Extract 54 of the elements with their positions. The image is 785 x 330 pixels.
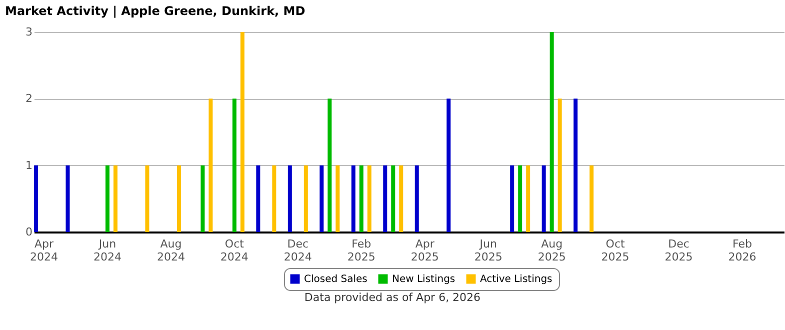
x-tick-label: Jun 2024	[93, 238, 122, 264]
bar	[145, 165, 150, 232]
bar	[367, 165, 372, 232]
bar	[66, 165, 70, 232]
bar	[550, 32, 554, 232]
bar	[176, 165, 181, 232]
x-tick-label: Aug 2025	[538, 238, 566, 264]
bar	[272, 165, 276, 232]
bar	[558, 98, 562, 232]
text: Data provided as of Apr 6, 2026	[303, 291, 482, 304]
bar	[208, 98, 213, 232]
bar	[590, 165, 594, 232]
x-tick-label: Dec 2024	[284, 238, 312, 264]
y-tick-label: 2	[26, 92, 32, 106]
bar	[526, 165, 530, 232]
bar	[288, 165, 292, 232]
bar	[105, 165, 110, 232]
bar	[574, 98, 578, 232]
bar	[383, 165, 388, 232]
x-tick-label: Feb 2026	[728, 238, 756, 264]
y-tick-label: 0	[26, 226, 32, 238]
bar	[34, 165, 38, 232]
x-tick-label: Oct 2025	[601, 238, 630, 264]
legend-label: New Listings	[392, 274, 456, 285]
bar	[391, 165, 396, 232]
bar	[518, 165, 522, 232]
bar	[359, 165, 364, 232]
bar	[304, 165, 308, 232]
bar	[336, 165, 340, 232]
x-tick-label: Oct 2024	[220, 238, 248, 264]
legend-label: Closed Sales	[304, 274, 368, 285]
x-tick-label: Apr 2025	[410, 238, 439, 264]
x-tick-label: Apr 2024	[30, 238, 58, 264]
bar	[510, 165, 514, 232]
bar	[542, 165, 546, 232]
y-tick-label: 1	[26, 158, 32, 172]
bar	[320, 165, 324, 232]
bar	[414, 165, 419, 232]
bar	[256, 165, 260, 232]
x-tick-label: Jun 2025	[474, 238, 502, 264]
bar	[240, 32, 244, 232]
bar	[113, 165, 118, 232]
bar	[446, 98, 451, 232]
x-tick-label: Feb 2025	[347, 238, 376, 264]
bar	[399, 165, 404, 232]
legend-label: Active Listings	[480, 274, 552, 285]
x-tick-label: Aug 2024	[156, 238, 185, 264]
x-tick-label: Dec 2025	[664, 238, 693, 264]
bar	[328, 98, 332, 232]
chart-title: Market Activity | Apple Greene, Dunkirk, MD	[5, 4, 306, 18]
y-tick-label: 3	[26, 26, 32, 38]
bar	[351, 165, 356, 232]
bar	[232, 98, 236, 232]
bar	[200, 165, 205, 232]
